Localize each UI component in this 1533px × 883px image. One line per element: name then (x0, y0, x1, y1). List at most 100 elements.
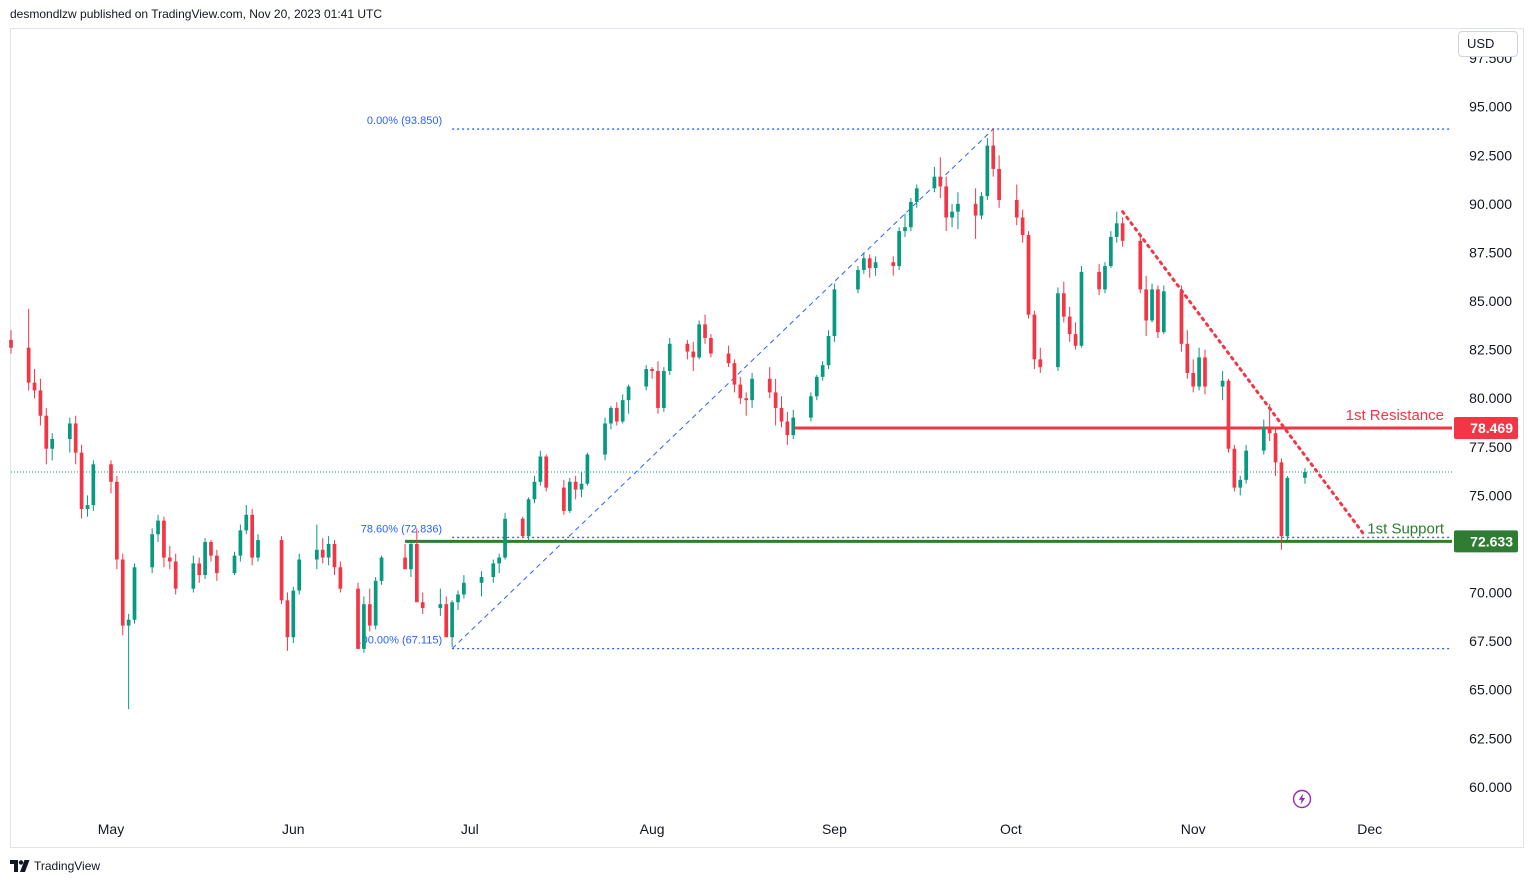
candle-body (1061, 293, 1066, 317)
candle-up (820, 361, 825, 381)
currency-selector[interactable]: USD (1458, 31, 1518, 57)
candle-up (150, 528, 155, 574)
candle-body (9, 339, 13, 348)
candle-body (279, 540, 284, 601)
candle-body (579, 483, 584, 490)
candle-body (1073, 334, 1078, 346)
candle-body (173, 561, 178, 589)
candle-down (44, 407, 49, 465)
candle-up (603, 417, 607, 461)
candle-body (738, 384, 743, 399)
candle-up (256, 534, 260, 562)
candle-body (726, 353, 731, 364)
candle-body (891, 262, 896, 267)
candle-down (891, 256, 896, 276)
candle-body (697, 324, 702, 358)
support-price-tag: 72.633 (1454, 530, 1518, 553)
candle-up (1244, 444, 1248, 484)
candle-body (156, 520, 160, 535)
candle-up (1150, 283, 1154, 323)
candle-body (238, 530, 243, 556)
candle-down (320, 538, 325, 564)
candle-body (1114, 223, 1119, 237)
candle-body (414, 543, 419, 603)
candle-up (667, 337, 672, 375)
candle-body (856, 269, 860, 290)
candle-down (562, 479, 566, 515)
candle-up (438, 588, 443, 616)
lightning-bolt-icon[interactable] (1292, 789, 1312, 809)
candle-body (67, 423, 72, 440)
candle-body (1150, 289, 1154, 321)
candle-down (726, 345, 731, 368)
candle-body (897, 231, 901, 267)
candle-body (250, 514, 254, 558)
candle-up (497, 553, 502, 574)
candles (9, 128, 1307, 710)
candle-up (1220, 371, 1225, 401)
candle-body (356, 588, 360, 649)
candle-body (861, 258, 866, 270)
candle-body (256, 540, 260, 558)
candle-up (832, 283, 837, 342)
x-tick-label: Nov (1181, 821, 1206, 837)
candle-body (609, 407, 613, 424)
candle-down (544, 454, 549, 492)
candle-down (32, 369, 37, 399)
candle-body (685, 343, 690, 352)
footer-brand[interactable]: TradingView (10, 857, 100, 875)
candle-down (614, 402, 619, 426)
candle-up (314, 524, 319, 570)
candle-body (1267, 427, 1272, 434)
candle-up (814, 374, 819, 401)
candle-body (1226, 380, 1231, 449)
support-label: 1st Support (1367, 520, 1445, 537)
candle-down (120, 553, 125, 636)
candle-down (279, 536, 284, 605)
candle-down (1185, 330, 1190, 379)
candle-body (367, 604, 372, 626)
candle-up (232, 551, 237, 576)
candle-body (991, 145, 996, 169)
fib-level-label: 100.00% (67.115) (355, 635, 442, 647)
candle-up (1056, 287, 1060, 372)
candle-down (162, 516, 166, 568)
x-tick-label: Sep (822, 821, 847, 837)
candle-down (944, 176, 949, 232)
candle-down (1026, 231, 1031, 319)
candle-down (444, 596, 449, 638)
candle-body (1261, 427, 1266, 451)
candle-body (785, 421, 790, 436)
candle-up (191, 555, 196, 593)
candle-body (938, 176, 943, 187)
candle-up (903, 213, 907, 237)
candle-down (732, 359, 737, 393)
candle-down (1067, 306, 1072, 342)
candle-body (1238, 479, 1243, 488)
publisher-caption: desmondlzw published on TradingView.com,… (10, 7, 382, 21)
candle-body (1232, 448, 1237, 488)
candle-up (950, 203, 954, 228)
y-tick-label: 70.000 (1469, 585, 1512, 601)
candle-down (1279, 458, 1284, 550)
candle-body (1079, 271, 1084, 346)
candle-body (914, 188, 919, 202)
candle-down (709, 334, 713, 358)
candle-up (244, 505, 249, 535)
candle-up (126, 613, 131, 710)
candle-up (1285, 475, 1290, 541)
candle-body (79, 452, 84, 509)
candle-up (409, 542, 413, 577)
candle-body (1020, 217, 1025, 235)
candle-up (750, 372, 754, 408)
candle-body (1303, 472, 1307, 478)
candle-up (503, 512, 507, 560)
candle-body (126, 619, 131, 626)
candle-body (326, 543, 331, 558)
candle-body (503, 518, 507, 558)
candle-body (620, 400, 625, 422)
candle-down (867, 254, 872, 278)
candle-up (238, 524, 243, 562)
candle-body (320, 549, 325, 558)
